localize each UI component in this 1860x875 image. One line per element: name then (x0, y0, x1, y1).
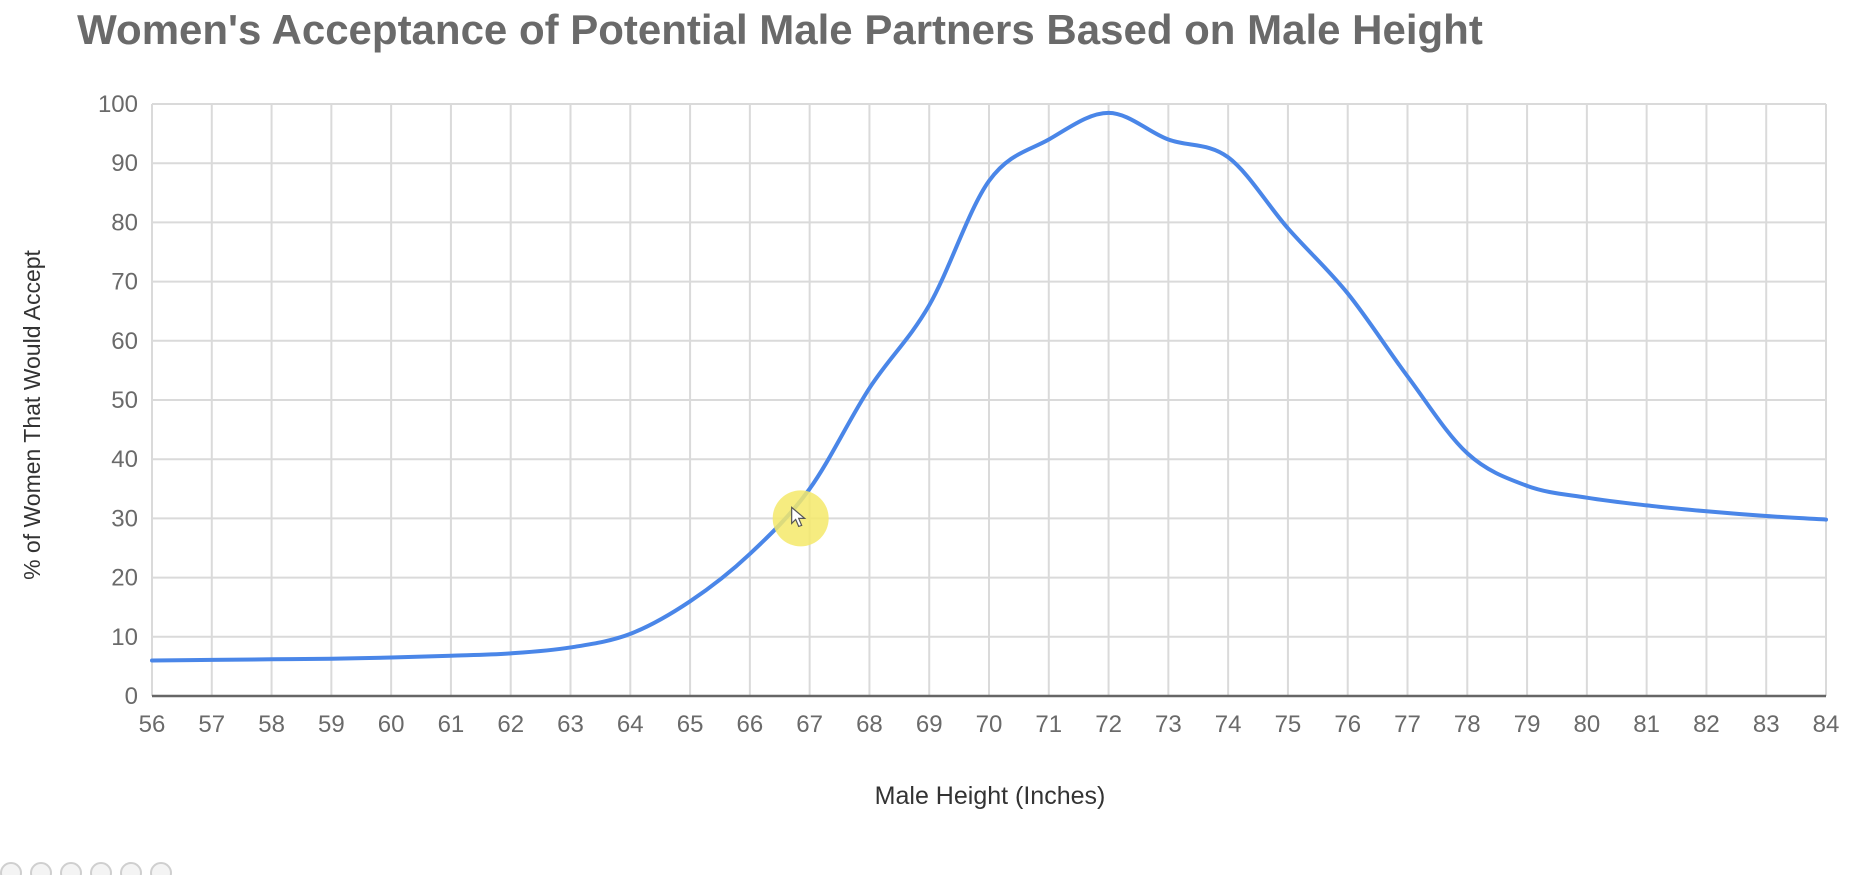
data-point (509, 651, 513, 655)
control-dot-icon[interactable] (120, 862, 142, 875)
axis-labels: Male Height (Inches) % of Women That Wou… (19, 249, 1105, 810)
data-point (867, 386, 871, 390)
y-tick-label: 10 (111, 624, 138, 651)
data-point (329, 657, 333, 661)
series-layer (150, 110, 1828, 663)
x-tick-label: 62 (497, 711, 524, 738)
x-tick-label: 68 (856, 711, 883, 738)
data-point (688, 599, 692, 603)
x-tick-label: 81 (1633, 711, 1660, 738)
x-tick-label: 84 (1813, 711, 1840, 738)
data-point (808, 487, 812, 491)
y-tick-label: 60 (111, 328, 138, 355)
grid-lines (151, 103, 1827, 696)
x-tick-label: 76 (1334, 711, 1361, 738)
y-tick-label: 50 (111, 387, 138, 414)
x-tick-label: 72 (1095, 711, 1122, 738)
y-tick-label: 70 (111, 269, 138, 296)
x-tick-label: 56 (139, 711, 166, 738)
chart-title: Women's Acceptance of Potential Male Par… (77, 6, 1483, 53)
data-point (1166, 138, 1170, 142)
data-point (1226, 155, 1230, 159)
y-tick-label: 20 (111, 565, 138, 592)
x-tick-label: 61 (438, 711, 465, 738)
data-point (449, 654, 453, 658)
x-tick-label: 70 (976, 711, 1003, 738)
annotation-layer (772, 490, 829, 547)
data-point (270, 657, 274, 661)
y-tick-label: 80 (111, 209, 138, 236)
data-point (1406, 374, 1410, 378)
y-tick-label: 90 (111, 150, 138, 177)
data-point (1286, 226, 1290, 230)
control-dot-icon[interactable] (90, 862, 112, 875)
x-tick-label: 66 (737, 711, 764, 738)
data-point (1465, 451, 1469, 455)
data-point (628, 632, 632, 636)
x-tick-label: 79 (1514, 711, 1541, 738)
x-tick-label: 63 (557, 711, 584, 738)
x-tick-label: 71 (1035, 711, 1062, 738)
mouse-cursor-icon (791, 506, 807, 528)
x-tick-label: 73 (1155, 711, 1182, 738)
data-point (150, 658, 154, 662)
x-tick-label: 67 (796, 711, 823, 738)
y-tick-label: 30 (111, 505, 138, 532)
data-point (1346, 291, 1350, 295)
x-tick-label: 75 (1275, 711, 1302, 738)
player-controls (0, 862, 172, 875)
y-axis-title: % of Women That Would Accept (19, 249, 45, 579)
data-point (748, 552, 752, 556)
x-tick-label: 74 (1215, 711, 1242, 738)
x-tick-label: 69 (916, 711, 943, 738)
data-point (927, 303, 931, 307)
data-point (1525, 484, 1529, 488)
data-point (1047, 138, 1051, 142)
x-tick-label: 78 (1454, 711, 1481, 738)
x-tick-label: 83 (1753, 711, 1780, 738)
y-tick-label: 0 (125, 683, 138, 710)
data-point (987, 179, 991, 183)
axes: 56 57 58 59 60 61 62 63 64 65 66 67 68 69 70 71 72 73 74 75… (98, 91, 1839, 738)
x-tick-label: 65 (677, 711, 704, 738)
data-point (569, 645, 573, 649)
control-dot-icon[interactable] (30, 862, 52, 875)
x-tick-label: 59 (318, 711, 345, 738)
x-tick-label: 58 (258, 711, 285, 738)
data-point (210, 658, 214, 662)
data-point (1704, 509, 1708, 513)
data-point (1645, 503, 1649, 507)
control-dot-icon[interactable] (60, 862, 82, 875)
control-dot-icon[interactable] (0, 862, 22, 875)
y-tick-label: 100 (98, 91, 138, 118)
data-point (389, 656, 393, 660)
x-tick-label: 82 (1693, 711, 1720, 738)
y-tick-label: 40 (111, 446, 138, 473)
series-line (150, 110, 1828, 663)
data-point (1764, 514, 1768, 518)
x-tick-label: 60 (378, 711, 405, 738)
x-axis-title: Male Height (Inches) (875, 782, 1106, 810)
x-tick-label: 77 (1394, 711, 1421, 738)
x-tick-label: 64 (617, 711, 644, 738)
data-point (1107, 111, 1111, 115)
data-point (1824, 518, 1828, 522)
x-tick-label: 80 (1574, 711, 1601, 738)
control-dot-icon[interactable] (150, 862, 172, 875)
x-tick-label: 57 (198, 711, 225, 738)
data-point (1585, 496, 1589, 500)
